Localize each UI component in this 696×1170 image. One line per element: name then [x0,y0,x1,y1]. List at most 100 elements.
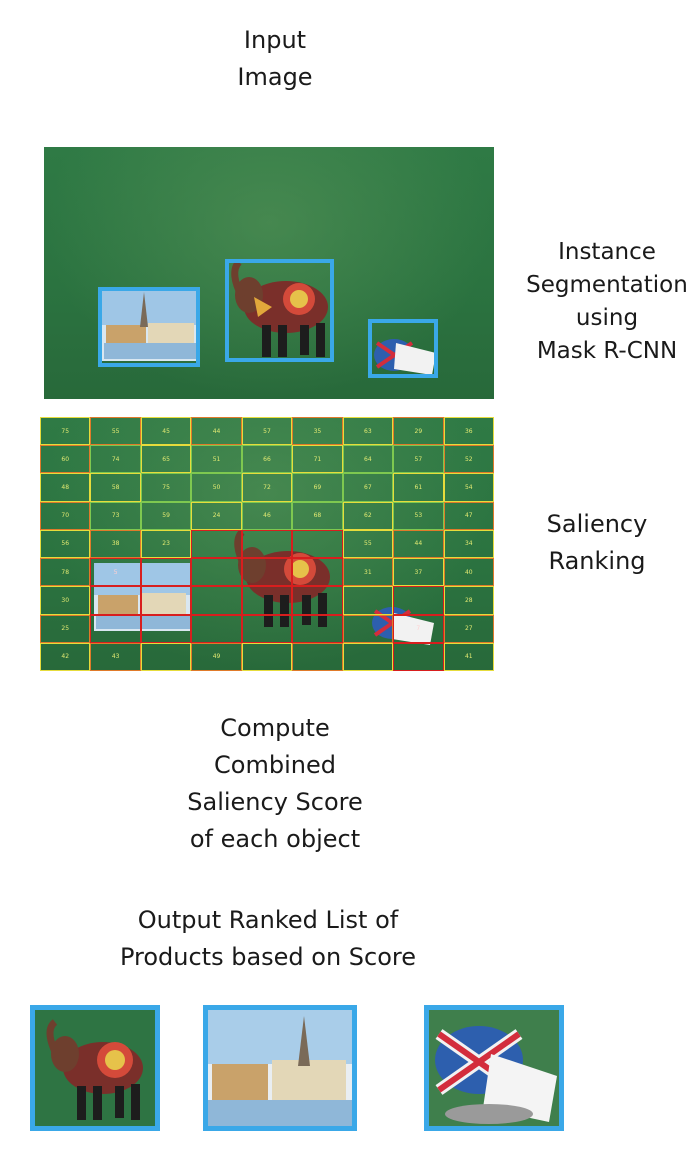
ornament-bbox [368,319,438,378]
saliency-grid-cell: 42 [40,642,91,671]
saliency-grid-cell [241,529,293,559]
saliency-ranking-label: Saliency Ranking [512,506,682,580]
painting-thumbnail [208,1010,352,1126]
saliency-grid-cell: 74 [90,445,141,474]
painting-bbox [98,287,200,367]
saliency-grid-cell: 36 [443,417,494,446]
elephant-bbox [225,259,334,362]
saliency-grid-cell: 55 [342,529,394,559]
saliency-grid-cell: 75 [40,417,91,446]
ranked-product-3-ornament [424,1005,564,1131]
saliency-grid-cell [292,558,343,587]
saliency-grid-cell [292,586,343,615]
saliency-grid: 75 55 45 44 57 35 63 29 36 60 74 65 51 66 71 64 57 52 48 58… [40,417,494,671]
input-image-label-line: Image [237,63,313,91]
saliency-grid-cell [292,529,343,559]
saliency-grid-cell: 70 [40,501,91,530]
saliency-grid-cell: 69 [292,473,343,502]
saliency-grid-cell: 37 [393,558,444,587]
saliency-grid-cell [140,586,192,615]
saliency-grid-cell: 63 [342,417,394,446]
compute-score-label-line: of each object [189,825,361,853]
saliency-grid-cell: 34 [443,529,494,559]
output-list-label: Output Ranked List of Products based on … [88,902,448,976]
saliency-grid-cell [140,642,192,671]
saliency-grid-cell: 25 [40,614,91,643]
saliency-grid-cell [140,614,192,643]
saliency-grid-cell: 29 [393,417,444,446]
saliency-grid-cell: 52 [443,445,494,474]
saliency-grid-cell: 7 [393,614,444,643]
saliency-grid-cell: 67 [342,473,394,502]
saliency-grid-cell: 28 [443,586,494,615]
saliency-grid-cell: 46 [241,501,293,530]
saliency-grid-cell: 60 [40,445,91,474]
saliency-grid-cell [342,642,394,671]
saliency-grid-cell [342,586,394,615]
saliency-grid-cell: 75 [140,473,192,502]
instance-segmentation-label-line: Segmentation [526,272,688,298]
saliency-grid-cell [191,529,242,559]
saliency-grid-cell [342,614,394,643]
saliency-grid-cell [90,614,141,643]
saliency-grid-cell: 57 [393,445,444,474]
saliency-grid-cell: 23 [140,529,192,559]
saliency-ranking-label-line: Saliency [546,510,648,538]
saliency-grid-cell [90,586,141,615]
saliency-grid-cell: 30 [40,586,91,615]
saliency-grid-cell: 78 [40,558,91,587]
instance-segmentation-label: Instance Segmentation using Mask R-CNN [522,236,692,368]
saliency-grid-cell: 56 [40,529,91,559]
saliency-grid-cell: 71 [292,445,343,474]
saliency-grid-cell: 48 [40,473,91,502]
saliency-grid-cell [241,642,293,671]
input-scene-art [102,259,436,375]
input-image-label-line: Input [243,26,307,54]
saliency-grid-cell: 45 [140,417,192,446]
saliency-grid-cell: 64 [342,445,394,474]
elephant-object [231,259,328,357]
saliency-grid-cell [140,558,192,587]
output-list-label-line: Output Ranked List of [137,906,399,934]
saliency-grid-cell: 61 [393,473,444,502]
compute-score-label: Compute Combined Saliency Score of each … [150,710,400,858]
ranked-product-1-elephant [30,1005,160,1131]
saliency-grid-cell: 53 [393,501,444,530]
input-image-panel [44,147,494,399]
instance-segmentation-label-line: using [575,305,639,331]
saliency-grid-cell: 40 [443,558,494,587]
saliency-grid-cell [191,558,242,587]
ranked-product-2-painting [203,1005,357,1131]
saliency-grid-cell [241,586,293,615]
saliency-ranking-label-line: Ranking [548,547,646,575]
saliency-grid-cell: 49 [191,642,242,671]
ornament-object [374,339,436,375]
ornament-thumbnail [429,1010,559,1126]
saliency-grid-cell [393,586,444,615]
output-list-label-line: Products based on Score [119,943,417,971]
instance-segmentation-label-line: Instance [558,239,656,265]
saliency-grid-cell: 73 [90,501,141,530]
saliency-grid-cell: 59 [140,501,192,530]
saliency-grid-cell: 24 [191,501,242,530]
saliency-grid-cell [393,642,444,671]
compute-score-label-line: Combined [214,751,336,779]
saliency-grid-cell: 68 [292,501,343,530]
saliency-grid-cell: 62 [342,501,394,530]
compute-score-label-line: Compute [220,714,330,742]
compute-score-label-line: Saliency Score [187,788,363,816]
saliency-grid-cell: 47 [443,501,494,530]
saliency-grid-cell: 31 [342,558,394,587]
saliency-grid-cell: 44 [393,529,444,559]
saliency-grid-cell [241,558,293,587]
saliency-grid-cell: 54 [443,473,494,502]
saliency-grid-cell [241,614,293,643]
saliency-grid-cell: 5 [90,558,141,587]
saliency-grid-cell: 57 [241,417,293,446]
saliency-grid-cell [292,614,343,643]
painting-object [102,289,198,361]
saliency-grid-cell: 55 [90,417,141,446]
saliency-grid-cell: 27 [443,614,494,643]
saliency-grid-cell: 58 [90,473,141,502]
saliency-grid-cell [191,614,242,643]
